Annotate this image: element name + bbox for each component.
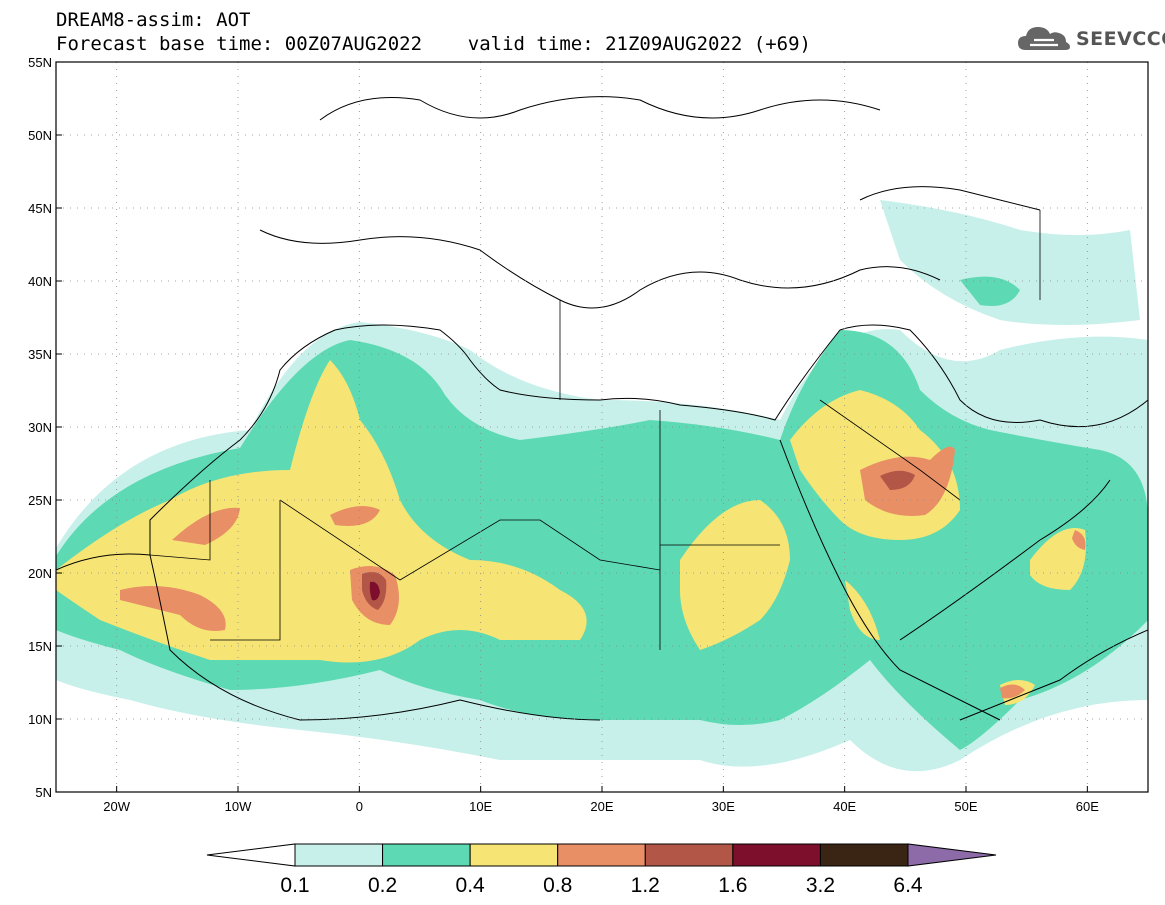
colorbar-segment bbox=[294, 843, 384, 867]
lat-tick-label: 25N bbox=[28, 493, 52, 508]
colorbar-segment bbox=[644, 843, 734, 867]
lon-tick-label: 10E bbox=[469, 799, 492, 814]
colorbar-segment bbox=[819, 843, 909, 867]
lon-tick-label: 0 bbox=[356, 799, 363, 814]
lon-tick-label: 40E bbox=[833, 799, 856, 814]
map-title: DREAM8-assim: AOT bbox=[56, 9, 251, 31]
cloud-icon bbox=[1018, 27, 1070, 50]
forecast-time-line: Forecast base time: 00Z07AUG2022 valid t… bbox=[56, 33, 811, 55]
aot-band-1.6 bbox=[369, 581, 380, 601]
logo-text: SEEVCCC bbox=[1076, 28, 1165, 50]
seevccc-logo: SEEVCCC bbox=[1016, 22, 1165, 56]
colorbar: 0.1 0.2 0.4 0.8 1.2 1.6 3.2 6.4 bbox=[206, 843, 997, 897]
lat-tick-label: 35N bbox=[28, 347, 52, 362]
colorbar-segment bbox=[382, 843, 471, 867]
colorbar-segment bbox=[469, 843, 559, 867]
lat-tick-label: 45N bbox=[28, 201, 52, 216]
lon-tick-label: 10W bbox=[225, 799, 252, 814]
country-borders bbox=[149, 210, 1041, 650]
colorbar-segment bbox=[557, 843, 646, 867]
lat-tick-label: 5N bbox=[35, 785, 52, 800]
lon-tick-label: 60E bbox=[1076, 799, 1099, 814]
axis-labels: 55N 50N 45N 40N 35N 30N 25N 20N 15N 10N 5N 20W 10W 0 1… bbox=[28, 55, 1099, 814]
colorbar-under-triangle bbox=[206, 843, 296, 867]
colorbar-label: 0.8 bbox=[543, 874, 572, 897]
lon-tick-label: 20E bbox=[590, 799, 613, 814]
lon-tick-label: 20W bbox=[103, 799, 130, 814]
aot-contour-fields bbox=[56, 200, 1148, 772]
lat-tick-label: 15N bbox=[28, 639, 52, 654]
lat-tick-label: 30N bbox=[28, 420, 52, 435]
lat-tick-label: 50N bbox=[28, 128, 52, 143]
colorbar-label: 0.1 bbox=[280, 874, 309, 897]
colorbar-label: 6.4 bbox=[893, 874, 923, 897]
colorbar-label: 1.6 bbox=[718, 874, 747, 897]
coastlines bbox=[56, 96, 1148, 721]
lat-tick-label: 55N bbox=[28, 55, 52, 70]
colorbar-label: 3.2 bbox=[806, 874, 835, 897]
lon-tick-label: 30E bbox=[712, 799, 735, 814]
colorbar-segment bbox=[732, 843, 821, 867]
colorbar-label: 0.2 bbox=[368, 874, 397, 897]
colorbar-label: 1.2 bbox=[631, 874, 660, 897]
colorbar-over-triangle bbox=[907, 843, 997, 867]
lon-tick-label: 50E bbox=[954, 799, 977, 814]
lat-tick-label: 40N bbox=[28, 274, 52, 289]
lat-tick-label: 10N bbox=[28, 712, 52, 727]
colorbar-label: 0.4 bbox=[456, 874, 486, 897]
lat-tick-label: 20N bbox=[28, 566, 52, 581]
